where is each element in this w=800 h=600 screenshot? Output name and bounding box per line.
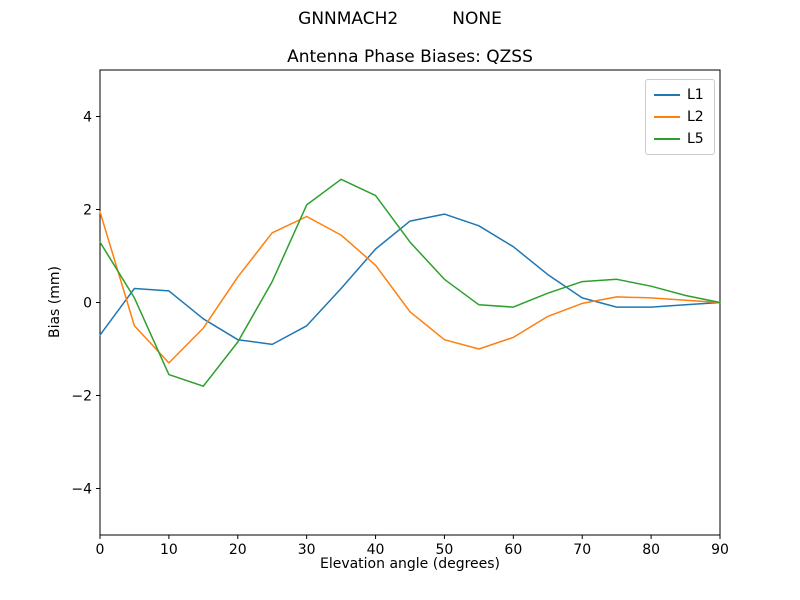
y-tick-label: 0 [83,296,92,312]
legend-line-swatch [654,138,680,140]
x-tick-label: 70 [573,542,591,558]
axes-frame [99,69,721,536]
series-line-l5 [99,178,721,387]
x-tick-label: 80 [642,542,660,558]
series-line-l2 [99,211,721,364]
legend: L1 L2 L5 [645,79,715,155]
legend-item-l2: L2 [654,106,704,128]
series-line-l1 [99,213,721,346]
y-tick-label: 4 [83,110,92,126]
x-tick-label: 50 [436,542,454,558]
x-tick-label: 60 [504,542,522,558]
y-tick-label: 2 [83,203,92,219]
legend-line-swatch [654,94,680,96]
legend-label: L1 [687,87,704,103]
legend-label: L2 [687,109,704,125]
x-tick-label: 90 [711,542,729,558]
legend-label: L5 [687,131,704,147]
x-tick-label: 0 [96,542,105,558]
x-axis-label: Elevation angle (degrees) [319,556,501,572]
chart-suptitle: GNNMACH2 NONE [298,9,502,29]
x-tick-label: 30 [298,542,316,558]
x-tick-label: 20 [229,542,247,558]
legend-item-l5: L5 [654,128,704,150]
chart-title: Antenna Phase Biases: QZSS [287,47,533,67]
y-tick-label: −2 [71,389,92,405]
x-tick-label: 40 [367,542,385,558]
legend-line-swatch [654,116,680,118]
x-tick-label: 10 [160,542,178,558]
y-tick-label: −4 [71,482,92,498]
legend-item-l1: L1 [654,84,704,106]
